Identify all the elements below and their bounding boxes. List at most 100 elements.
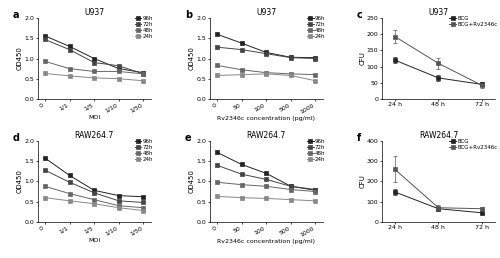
24h xyxy=(66,199,72,202)
48h xyxy=(140,206,146,209)
96h xyxy=(312,56,318,59)
96h xyxy=(214,33,220,36)
Y-axis label: OD450: OD450 xyxy=(17,46,23,70)
Line: 48h: 48h xyxy=(43,60,145,76)
24h xyxy=(140,79,146,82)
96h xyxy=(66,45,72,48)
Line: 24h: 24h xyxy=(216,72,317,83)
72h xyxy=(42,38,48,41)
Title: RAW264.7: RAW264.7 xyxy=(74,131,114,140)
24h xyxy=(116,206,121,209)
48h xyxy=(116,70,121,73)
72h xyxy=(263,52,269,55)
96h xyxy=(263,51,269,54)
24h xyxy=(91,76,97,79)
72h xyxy=(91,191,97,194)
Line: 96h: 96h xyxy=(216,33,317,59)
Legend: 96h, 72h, 48h, 24h: 96h, 72h, 48h, 24h xyxy=(307,17,325,39)
96h xyxy=(238,42,244,45)
24h xyxy=(312,79,318,82)
96h xyxy=(263,172,269,175)
72h xyxy=(288,56,294,59)
Y-axis label: OD450: OD450 xyxy=(189,46,195,70)
96h xyxy=(312,189,318,192)
96h xyxy=(91,189,97,192)
24h xyxy=(42,72,48,75)
24h xyxy=(312,199,318,202)
96h xyxy=(116,194,121,197)
24h xyxy=(214,195,220,198)
Title: U937: U937 xyxy=(428,8,448,17)
48h xyxy=(312,73,318,76)
Legend: BCG, BCG+Rv2346c: BCG, BCG+Rv2346c xyxy=(449,139,498,150)
Title: RAW264.7: RAW264.7 xyxy=(419,131,458,140)
Text: c: c xyxy=(357,10,362,20)
96h xyxy=(288,56,294,59)
Title: U937: U937 xyxy=(84,8,104,17)
72h xyxy=(91,61,97,64)
48h xyxy=(263,185,269,188)
96h xyxy=(116,67,121,70)
Line: 72h: 72h xyxy=(216,164,317,191)
48h xyxy=(214,181,220,184)
Text: d: d xyxy=(12,133,20,143)
72h xyxy=(288,185,294,188)
72h xyxy=(312,188,318,191)
Line: 24h: 24h xyxy=(43,196,145,212)
X-axis label: Rv2346c concentration (pg/ml): Rv2346c concentration (pg/ml) xyxy=(217,116,316,121)
Line: 72h: 72h xyxy=(43,168,145,204)
48h xyxy=(91,198,97,201)
96h xyxy=(288,185,294,188)
96h xyxy=(238,163,244,166)
Line: 48h: 48h xyxy=(43,184,145,209)
96h xyxy=(42,34,48,37)
48h xyxy=(42,185,48,188)
Text: a: a xyxy=(12,10,19,20)
96h xyxy=(140,71,146,74)
Line: 96h: 96h xyxy=(43,156,145,199)
48h xyxy=(66,192,72,195)
Y-axis label: CFU: CFU xyxy=(359,52,365,66)
72h xyxy=(66,48,72,51)
Legend: 96h, 72h, 48h, 24h: 96h, 72h, 48h, 24h xyxy=(134,17,153,39)
24h xyxy=(288,74,294,77)
96h xyxy=(140,195,146,198)
72h xyxy=(312,57,318,60)
Line: 48h: 48h xyxy=(216,64,317,76)
24h xyxy=(238,73,244,76)
24h xyxy=(263,72,269,75)
96h xyxy=(214,151,220,154)
72h xyxy=(214,164,220,167)
Text: f: f xyxy=(357,133,361,143)
24h xyxy=(91,202,97,205)
24h xyxy=(140,209,146,212)
Legend: 96h, 72h, 48h, 24h: 96h, 72h, 48h, 24h xyxy=(134,139,153,162)
Legend: 96h, 72h, 48h, 24h: 96h, 72h, 48h, 24h xyxy=(307,139,325,162)
72h xyxy=(263,178,269,181)
72h xyxy=(116,199,121,202)
X-axis label: Rv2346c concentration (pg/ml): Rv2346c concentration (pg/ml) xyxy=(217,239,316,244)
48h xyxy=(288,72,294,75)
72h xyxy=(140,72,146,75)
72h xyxy=(140,201,146,204)
48h xyxy=(238,183,244,186)
24h xyxy=(288,198,294,201)
96h xyxy=(91,57,97,60)
48h xyxy=(91,70,97,73)
48h xyxy=(66,67,72,70)
Legend: BCG, BCG+Rv2346c: BCG, BCG+Rv2346c xyxy=(449,17,498,27)
72h xyxy=(66,181,72,184)
24h xyxy=(116,77,121,80)
72h xyxy=(116,64,121,67)
72h xyxy=(238,48,244,51)
48h xyxy=(263,71,269,74)
Y-axis label: CFU: CFU xyxy=(359,174,365,188)
96h xyxy=(42,156,48,159)
Title: U937: U937 xyxy=(256,8,276,17)
24h xyxy=(238,196,244,199)
Line: 24h: 24h xyxy=(216,195,317,203)
72h xyxy=(214,46,220,49)
Line: 24h: 24h xyxy=(43,72,145,83)
24h xyxy=(263,197,269,200)
Line: 72h: 72h xyxy=(43,38,145,76)
